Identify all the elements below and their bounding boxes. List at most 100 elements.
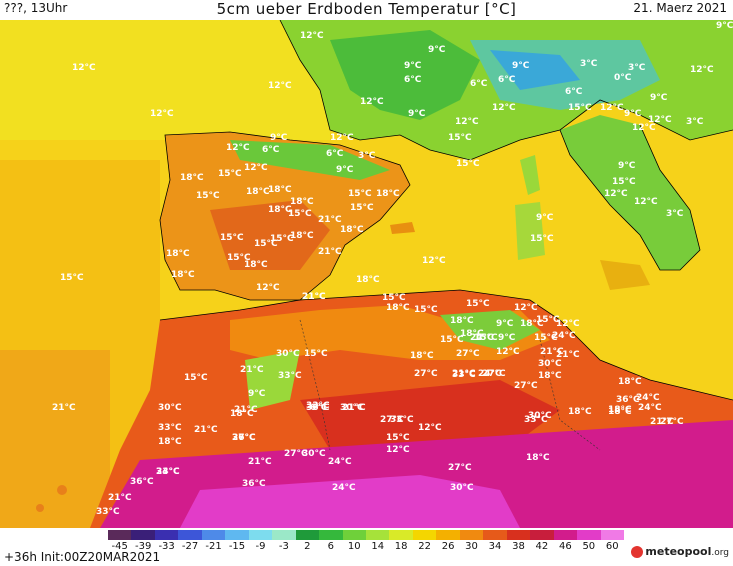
temperature-label: 27°C (514, 381, 538, 391)
temperature-map: 12°C 12°C 12°C 12°C 12°C 9°C 9°C 6°C 6°C 3°C 3°C 0°… (0, 20, 733, 528)
colorbar-swatch (108, 530, 132, 540)
colorbar-swatch (225, 530, 249, 540)
temperature-label: 27°C (456, 349, 480, 359)
temperature-label: 15°C (270, 234, 294, 244)
temperature-label: 15°C (304, 349, 328, 359)
alps-cold (490, 50, 580, 90)
temperature-label: 21°C (234, 405, 258, 415)
colorbar-swatch (342, 530, 366, 540)
temperature-label: 24°C (638, 403, 662, 413)
temperature-label: 15°C (254, 239, 278, 249)
colorbar-tick-label: 60 (605, 541, 619, 552)
sardinia (515, 202, 545, 260)
temperature-label: 15°C (448, 133, 472, 143)
map-footer: -45 -39 -33 -27 -21 -15 -9 -3 2 6 10 14 18 22 26 30 34 38… (0, 528, 733, 566)
temperature-label: 9°C (408, 109, 426, 119)
temperature-label: 9°C (618, 161, 636, 171)
temperature-label: 6°C (498, 75, 516, 85)
temperature-label: 12°C (604, 189, 628, 199)
balearic-islands (390, 222, 415, 234)
temperature-label: 6°C (470, 79, 488, 89)
temperature-label: 15°C (288, 209, 312, 219)
temperature-label: 12°C (690, 65, 714, 75)
forecast-init-label: +36h Init:00Z20MAR2021 (4, 550, 161, 564)
colorbar-tick-label: 46 (558, 541, 572, 552)
temperature-label: 15°C (386, 433, 410, 443)
colorbar-tick-label: -15 (228, 541, 246, 552)
temperature-label: 18°C (526, 453, 550, 463)
colorbar-swatch (201, 530, 226, 540)
colorbar-swatch (459, 530, 484, 540)
temperature-label: 30°C (158, 403, 182, 413)
temperature-label: 9°C (498, 333, 516, 343)
valid-time-label: ???, 13Uhr (4, 1, 68, 15)
temperature-label: 24°C (328, 457, 352, 467)
colorbar-ticks: -45 -39 -33 -27 -21 -15 -9 -3 2 6 10 14 18 22 26 30 34 38… (108, 541, 624, 553)
temperature-label: 27°C (232, 433, 256, 443)
temperature-label: 3°C (686, 117, 704, 127)
colorbar-tick-label: 22 (418, 541, 431, 552)
temperature-label: 18°C (450, 316, 474, 326)
temperature-label: 27°C (482, 369, 506, 379)
colorbar-swatch (295, 530, 320, 540)
temperature-label: 12°C (330, 133, 354, 143)
temperature-label: 21°C (342, 403, 366, 413)
colorbar-tick-label: 34 (488, 541, 502, 552)
colorbar-tick-label: -45 (111, 541, 128, 552)
france-coastline (279, 20, 733, 161)
central-france (330, 30, 480, 120)
temperature-label: 9°C (336, 165, 354, 175)
temperature-label: 24°C (156, 467, 180, 477)
colorbar-swatch (412, 530, 437, 540)
temperature-label: 12°C (634, 197, 658, 207)
temperature-label: 15°C (227, 253, 251, 263)
temperature-label: 24°C (478, 369, 502, 379)
central-spain-warm (210, 200, 330, 270)
temperature-label: 12°C (150, 109, 174, 119)
temperature-label: 0°C (614, 73, 632, 83)
temperature-label: 18°C (460, 329, 484, 339)
colorbar-tick-label: 14 (371, 541, 385, 552)
temperature-label: 18°C (520, 319, 544, 329)
temperature-label: 27°C (380, 415, 404, 425)
temperature-colorbar (108, 530, 624, 540)
temperature-label: 36°C (242, 479, 266, 489)
temperature-label: 33°C (452, 370, 476, 380)
colorbar-swatch (483, 530, 507, 540)
colorbar-tick-label: -39 (135, 541, 152, 552)
temperature-label: 12°C (418, 423, 442, 433)
colorbar-tick-label: -9 (255, 541, 266, 552)
temperature-label: 30°C (538, 359, 562, 369)
colorbar-tick-label: 50 (582, 541, 596, 552)
colorbar-swatch (154, 530, 179, 540)
temperature-label: 18°C (340, 225, 364, 235)
temperature-label: 12°C (226, 143, 250, 153)
temperature-label: 21°C (540, 347, 564, 357)
temperature-label: 21°C (108, 493, 132, 503)
canary-island (36, 504, 44, 512)
temperature-label: 21°C (302, 292, 326, 302)
temperature-label: 30°C (302, 449, 326, 459)
atlantic-south (0, 350, 110, 528)
pyrenees-cantabria (230, 140, 390, 180)
canary-island (57, 485, 67, 495)
colorbar-swatch (319, 530, 343, 540)
temperature-label: 33°C (156, 467, 180, 477)
temperature-label: 24°C (470, 333, 494, 343)
temperature-label: 12°C (256, 283, 280, 293)
temperature-label: 12°C (648, 115, 672, 125)
temperature-label: 27°C (660, 417, 684, 427)
colorbar-tick-label: -3 (278, 541, 289, 552)
temperature-label: 27°C (284, 449, 308, 459)
temperature-label: 18°C (290, 197, 314, 207)
colorbar-swatch (248, 530, 273, 540)
map-header: ???, 13Uhr 5cm ueber Erdboden Temperatur… (0, 0, 733, 20)
temperature-label: 18°C (568, 407, 592, 417)
temperature-label: 21°C (240, 365, 264, 375)
meteopool-logo[interactable]: meteopool.org (631, 545, 729, 558)
italy-coastline (559, 124, 701, 271)
temperature-label: 18°C (538, 371, 562, 381)
temperature-label: 15°C (440, 335, 464, 345)
temperature-label: 24°C (552, 331, 576, 341)
temperature-label: 9°C (536, 213, 554, 223)
